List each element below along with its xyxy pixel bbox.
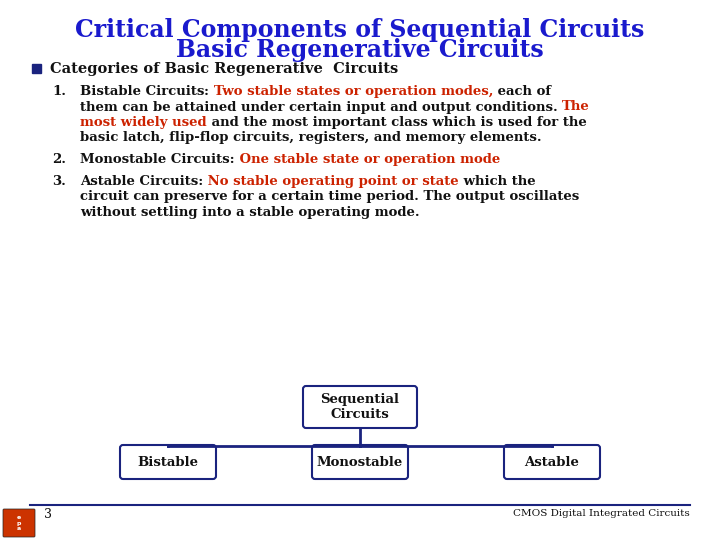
Text: 3: 3 <box>44 508 52 521</box>
Text: Categories of Basic Regenerative  Circuits: Categories of Basic Regenerative Circuit… <box>50 62 398 76</box>
Text: basic latch, flip-flop circuits, registers, and memory elements.: basic latch, flip-flop circuits, registe… <box>80 132 541 145</box>
Text: without settling into a stable operating mode.: without settling into a stable operating… <box>80 206 420 219</box>
FancyBboxPatch shape <box>3 509 35 537</box>
Text: Circuits: Circuits <box>330 408 390 422</box>
Text: Sequential: Sequential <box>320 394 400 407</box>
Text: Basic Regenerative Circuits: Basic Regenerative Circuits <box>176 38 544 62</box>
Text: Two stable states or operation modes,: Two stable states or operation modes, <box>214 85 493 98</box>
Text: them can be attained under certain input and output conditions.: them can be attained under certain input… <box>80 100 562 113</box>
Text: The: The <box>562 100 590 113</box>
Bar <box>32 64 41 73</box>
Text: Astable Circuits:: Astable Circuits: <box>80 175 203 188</box>
Text: Critical Components of Sequential Circuits: Critical Components of Sequential Circui… <box>76 18 644 42</box>
FancyBboxPatch shape <box>504 445 600 479</box>
Text: 3.: 3. <box>52 175 66 188</box>
Text: e
p
a: e p a <box>17 515 21 531</box>
Text: Monostable Circuits:: Monostable Circuits: <box>80 153 235 166</box>
Text: circuit can preserve for a certain time period. The output oscillates: circuit can preserve for a certain time … <box>80 191 580 204</box>
Text: 1.: 1. <box>52 85 66 98</box>
Text: :: : <box>204 85 214 98</box>
Text: Astable: Astable <box>525 456 580 469</box>
Text: most widely used: most widely used <box>80 116 207 129</box>
FancyBboxPatch shape <box>312 445 408 479</box>
Text: and the most important class which is used for the: and the most important class which is us… <box>207 116 586 129</box>
FancyBboxPatch shape <box>303 386 417 428</box>
Text: One stable state or operation mode: One stable state or operation mode <box>235 153 500 166</box>
Text: Bistable Circuits: Bistable Circuits <box>80 85 204 98</box>
Text: each of: each of <box>493 85 552 98</box>
Text: which the: which the <box>459 175 536 188</box>
Text: CMOS Digital Integrated Circuits: CMOS Digital Integrated Circuits <box>513 510 690 518</box>
Text: 2.: 2. <box>52 153 66 166</box>
FancyBboxPatch shape <box>120 445 216 479</box>
Text: Bistable: Bistable <box>138 456 199 469</box>
Text: No stable operating point or state: No stable operating point or state <box>203 175 459 188</box>
Text: Monostable: Monostable <box>317 456 403 469</box>
